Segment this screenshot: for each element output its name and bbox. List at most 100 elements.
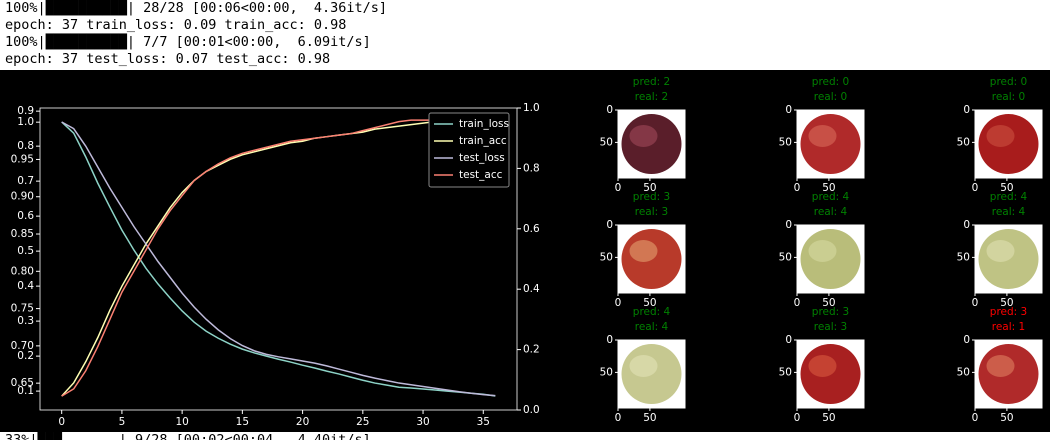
y-tick-label: 0.65: [11, 377, 34, 389]
y-tick-label: 0.8: [17, 140, 34, 152]
x-tick-label: 0: [972, 412, 979, 424]
fruit-highlight: [986, 125, 1015, 147]
y-tick-label: 0.80: [11, 265, 34, 277]
real-label: real: 3: [814, 321, 847, 333]
x-tick-label: 0: [615, 297, 622, 309]
y-tick-label: 0.70: [11, 340, 34, 352]
y-tick-label: 50: [600, 251, 613, 263]
prediction-label: pred: 0: [812, 76, 849, 88]
y-tick-label: 0: [963, 219, 970, 231]
legend-label: test_acc: [459, 169, 503, 181]
x-tick-label: 0: [794, 412, 801, 424]
x-tick-label: 0: [794, 182, 801, 194]
y-tick-label: 1.0: [523, 102, 540, 114]
plot-frame: [39, 107, 518, 411]
x-tick-label: 50: [1000, 297, 1013, 309]
prediction-label: pred: 2: [633, 76, 670, 88]
x-tick-label: 0: [794, 297, 801, 309]
y-tick-label: 0: [785, 334, 792, 346]
x-tick-label: 15: [236, 416, 249, 428]
y-tick-label: 0: [785, 219, 792, 231]
x-tick-label: 50: [1000, 412, 1013, 424]
fruit-highlight: [986, 240, 1015, 262]
y-tick-label: 0.0: [523, 404, 540, 416]
y-tick-label: 0: [606, 219, 613, 231]
y-tick-label: 0.2: [17, 350, 34, 362]
x-tick-label: 5: [119, 416, 126, 428]
x-tick-label: 50: [822, 412, 835, 424]
real-label: real: 3: [635, 206, 668, 218]
y-tick-label: 0.75: [11, 303, 34, 315]
prediction-label: pred: 3: [812, 306, 849, 318]
y-tick-label: 0.85: [11, 228, 34, 240]
fruit-highlight: [629, 355, 658, 377]
line: [61, 113, 496, 397]
console-line: 33%|███ | 9/28 [00:02<00:04, 4.40it/s]: [5, 432, 371, 440]
console-line: epoch: 37 train_loss: 0.09 train_acc: 0.…: [5, 17, 347, 33]
y-tick-label: 0.5: [17, 245, 34, 257]
real-label: real: 4: [992, 206, 1026, 218]
x-tick-label: 25: [356, 416, 369, 428]
x-tick-label: 35: [477, 416, 490, 428]
y-tick-label: 1.0: [17, 116, 34, 128]
fruit-highlight: [808, 240, 837, 262]
real-label: real: 4: [814, 206, 848, 218]
line: [61, 121, 496, 397]
x-tick-label: 50: [1000, 182, 1013, 194]
y-tick-label: 0: [606, 334, 613, 346]
legend-label: train_acc: [459, 135, 507, 147]
x-tick-label: 0: [615, 182, 622, 194]
y-tick-label: 0.6: [523, 223, 540, 235]
prediction-label: pred: 3: [990, 306, 1027, 318]
x-tick-label: 0: [58, 416, 65, 428]
fruit-highlight: [808, 355, 837, 377]
y-tick-label: 0.8: [523, 162, 540, 174]
prediction-label: pred: 0: [990, 76, 1027, 88]
y-tick-label: 50: [600, 136, 613, 148]
x-tick-label: 30: [416, 416, 429, 428]
y-tick-label: 50: [779, 136, 792, 148]
line: [61, 113, 496, 397]
real-label: real: 2: [635, 91, 668, 103]
y-tick-label: 0: [785, 104, 792, 116]
y-tick-label: 0.1: [17, 385, 34, 397]
y-tick-label: 50: [600, 366, 613, 378]
fruit-highlight: [629, 125, 658, 147]
x-tick-label: 50: [643, 182, 656, 194]
y-tick-label: 0.4: [523, 283, 540, 295]
y-tick-label: 0.6: [17, 210, 34, 222]
y-tick-label: 0: [606, 104, 613, 116]
y-tick-label: 0.4: [17, 280, 34, 292]
y-tick-label: 0: [963, 334, 970, 346]
prediction-label: pred: 3: [633, 191, 670, 203]
console-line: epoch: 37 test_loss: 0.07 test_acc: 0.98: [5, 51, 331, 67]
x-tick-label: 50: [643, 412, 656, 424]
x-tick-label: 10: [175, 416, 188, 428]
fruit-highlight: [808, 125, 837, 147]
x-tick-label: 50: [643, 297, 656, 309]
y-tick-label: 0: [963, 104, 970, 116]
real-label: real: 1: [992, 321, 1025, 333]
x-tick-label: 0: [972, 297, 979, 309]
figure: 0 5 10 15 20 25 30 35 0.1 0.2 0.3 0.4 0.5 0.6 0.7 0.8 0.…: [0, 70, 1050, 432]
prediction-label: pred: 4: [812, 191, 850, 203]
x-tick-label: 0: [972, 182, 979, 194]
prediction-label: pred: 4: [990, 191, 1028, 203]
real-label: real: 4: [635, 321, 669, 333]
x-tick-label: 50: [822, 297, 835, 309]
y-tick-label: 0.9: [17, 105, 34, 117]
y-tick-label: 0.2: [523, 344, 540, 356]
y-tick-label: 50: [779, 251, 792, 263]
x-tick-label: 0: [615, 412, 622, 424]
fruit-highlight: [986, 355, 1015, 377]
real-label: real: 0: [992, 91, 1025, 103]
console-output: 100%|██████████| 28/28 [00:06<00:00, 4.3…: [0, 0, 1050, 70]
fruit-highlight: [629, 240, 658, 262]
y-tick-label: 50: [779, 366, 792, 378]
y-tick-label: 0.3: [17, 315, 34, 327]
console-line: 100%|██████████| 28/28 [00:06<00:00, 4.3…: [5, 0, 388, 16]
x-tick-label: 20: [296, 416, 309, 428]
y-tick-label: 0.7: [17, 175, 34, 187]
legend-box: [428, 112, 510, 188]
